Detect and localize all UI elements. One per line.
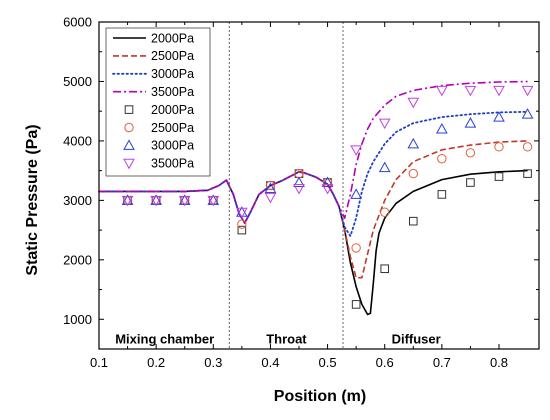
- data-point: [293, 183, 305, 195]
- legend-marker: [124, 122, 134, 133]
- data-point: [437, 190, 447, 199]
- y-axis-title: Static Pressure (Pa): [24, 124, 41, 275]
- data-point: [464, 85, 477, 97]
- data-point: [121, 195, 134, 207]
- data-point: [466, 178, 475, 187]
- data-point: [150, 195, 162, 207]
- data-point: [436, 85, 448, 97]
- data-point: [293, 176, 305, 188]
- data-point: [521, 108, 534, 119]
- y-tick-label: 2000: [63, 252, 92, 267]
- data-point: [407, 97, 420, 109]
- x-tick-label: 0.8: [490, 355, 508, 370]
- data-point: [494, 142, 504, 152]
- legend-label: 2000Pa: [151, 31, 194, 45]
- x-tick-label: 0.4: [261, 355, 279, 370]
- data-point: [321, 183, 334, 195]
- series-line-4: [99, 80, 528, 224]
- plot-frame: [98, 21, 540, 350]
- data-point: [178, 195, 191, 207]
- data-point: [351, 300, 361, 309]
- x-tick-label: 0.5: [319, 355, 337, 370]
- data-point: [521, 85, 534, 97]
- series-markers-4: [121, 85, 534, 219]
- y-tick-label: 3000: [63, 193, 92, 208]
- data-point: [408, 216, 418, 226]
- data-point: [464, 117, 477, 128]
- data-point: [465, 148, 476, 158]
- x-tick-label: 0.1: [90, 355, 108, 370]
- x-tick-label: 0.7: [433, 355, 451, 370]
- region-label: Throat: [266, 331, 307, 346]
- legend-label: 2000Pa: [151, 103, 194, 117]
- data-point: [437, 154, 447, 164]
- data-point: [408, 168, 418, 179]
- data-point: [493, 85, 505, 97]
- legend-label: 3500Pa: [151, 85, 194, 99]
- legend-marker: [124, 105, 134, 114]
- data-point: [351, 243, 361, 253]
- data-point: [237, 219, 247, 229]
- data-point: [321, 176, 334, 188]
- legend-label: 2500Pa: [151, 121, 194, 135]
- legend-label: 2500Pa: [151, 49, 194, 63]
- data-point: [236, 207, 248, 219]
- legend-marker: [123, 158, 135, 170]
- y-tick-label: 4000: [63, 133, 92, 148]
- legend-label: 3000Pa: [151, 139, 194, 153]
- data-point: [350, 188, 362, 199]
- data-point: [407, 137, 420, 149]
- data-point: [378, 161, 391, 173]
- data-point: [380, 264, 390, 274]
- data-point: [237, 225, 247, 235]
- data-point: [436, 122, 448, 134]
- data-point: [493, 111, 505, 122]
- region-label: Mixing chamber: [115, 331, 214, 346]
- x-axis-title: Position (m): [274, 388, 366, 405]
- x-tick-label: 0.3: [204, 355, 222, 370]
- y-tick-label: 6000: [63, 15, 92, 30]
- x-tick-label: 0.6: [376, 355, 394, 370]
- y-tick-label: 1000: [63, 312, 92, 327]
- x-tick-label: 0.2: [147, 355, 165, 370]
- data-point: [494, 172, 504, 181]
- data-point: [380, 207, 390, 217]
- legend: 2000Pa 2500Pa 3000Pa 3500Pa 2000Pa 2500Pa 3000…: [105, 27, 211, 177]
- axes: 0.1 0.2 0.3 0.4 0.5 0.6 0.7 0.8 1000 2000 3000 4000…: [63, 15, 540, 370]
- series-layer: [98, 80, 534, 316]
- data-point: [523, 169, 532, 178]
- y-tick-label: 5000: [63, 74, 92, 89]
- data-point: [207, 195, 220, 207]
- legend-label: 3500Pa: [151, 157, 194, 171]
- legend-box: [105, 27, 211, 177]
- legend-marker: [123, 139, 135, 150]
- region-labels: Mixing chamber Throat Diffuser: [115, 331, 440, 346]
- data-point: [264, 182, 277, 193]
- data-point: [265, 180, 276, 191]
- data-point: [264, 192, 277, 204]
- legend-label: 3000Pa: [151, 67, 194, 81]
- data-point: [522, 142, 533, 152]
- region-dividers: [228, 22, 344, 349]
- region-label: Diffuser: [392, 331, 441, 346]
- data-point: [378, 118, 391, 130]
- data-point: [350, 145, 362, 156]
